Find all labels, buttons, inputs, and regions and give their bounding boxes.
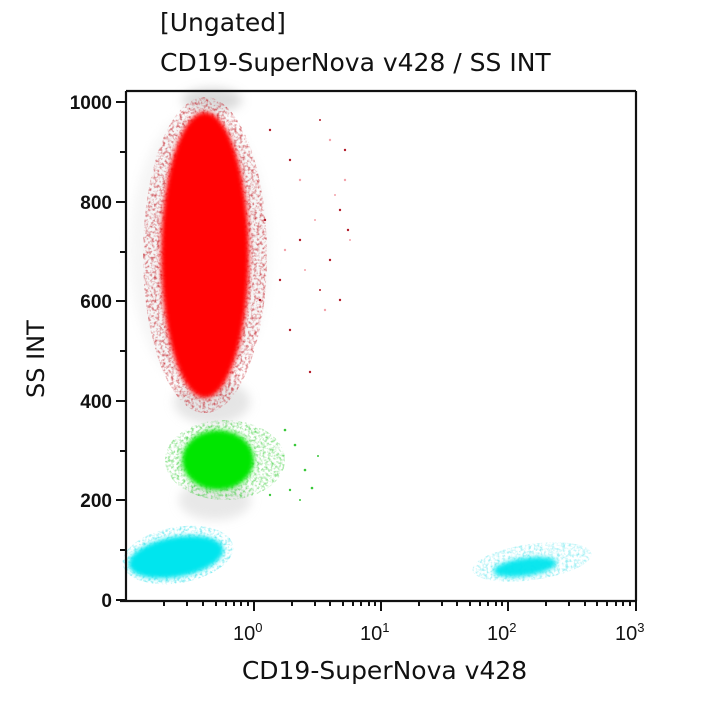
x-axis	[163, 601, 637, 611]
y-tick-800: 800	[80, 193, 112, 214]
plot-title: CD19-SuperNova v428 / SS INT	[160, 48, 551, 77]
y-axis-label-wrap: SS INT	[18, 320, 50, 408]
y-tick-200: 200	[80, 491, 112, 512]
x-tick-1e1: 101	[360, 620, 389, 645]
x-tick-1e3: 103	[615, 620, 644, 645]
y-axis	[116, 101, 126, 601]
x-axis-label: CD19-SuperNova v428	[241, 656, 528, 685]
x-tick-labels: 100 101 102 103	[233, 620, 644, 645]
y-tick-400: 400	[80, 392, 112, 413]
plot-frame	[120, 89, 638, 603]
y-axis-label: SS INT	[22, 320, 50, 398]
y-tick-1000: 1000	[70, 93, 112, 114]
y-tick-0: 0	[101, 591, 112, 612]
green-population	[165, 420, 319, 501]
y-tick-600: 600	[80, 292, 112, 313]
x-tick-1e0: 100	[233, 620, 262, 645]
cyan-population-cd19-positive	[472, 542, 592, 582]
gate-label: [Ungated]	[160, 8, 286, 37]
red-population	[143, 97, 351, 413]
cyan-population-cd19-negative	[122, 525, 234, 585]
y-tick-labels: 1000 800 600 400 200 0	[70, 93, 112, 612]
x-tick-1e2: 102	[487, 620, 516, 645]
